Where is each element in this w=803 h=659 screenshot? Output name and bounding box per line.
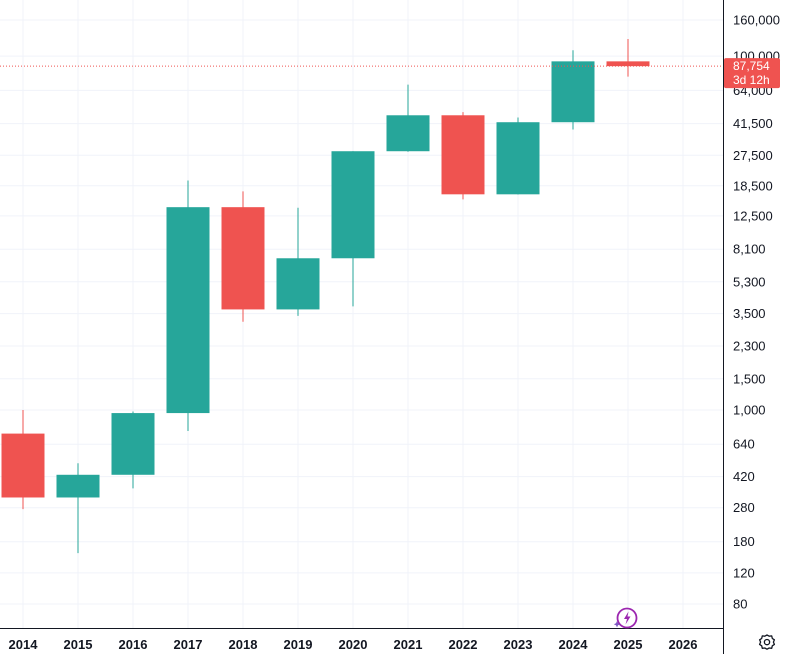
x-tick-label: 2014 xyxy=(9,637,39,652)
y-tick-label: 640 xyxy=(733,437,755,452)
candle-body xyxy=(331,151,375,259)
y-tick-label: 180 xyxy=(733,534,755,549)
axis-layer: 160,000100,00064,00041,50027,50018,50012… xyxy=(0,0,780,654)
last-price-badge xyxy=(724,58,780,89)
candle-2016 xyxy=(111,411,155,489)
x-tick-label: 2024 xyxy=(559,637,589,652)
y-tick-label: 1,000 xyxy=(733,402,766,417)
y-tick-label: 27,500 xyxy=(733,148,773,163)
x-tick-label: 2026 xyxy=(669,637,698,652)
candle-2017 xyxy=(166,180,210,432)
candle-2018 xyxy=(221,191,265,322)
candle-2024 xyxy=(551,50,595,130)
y-tick-label: 8,100 xyxy=(733,242,766,257)
x-tick-label: 2017 xyxy=(174,637,203,652)
bar-close-countdown: 3d 12h xyxy=(733,73,770,87)
y-tick-label: 2,300 xyxy=(733,338,766,353)
x-tick-label: 2023 xyxy=(504,637,533,652)
candle-2014 xyxy=(1,409,45,510)
x-tick-label: 2022 xyxy=(449,637,478,652)
gear-icon xyxy=(758,634,776,650)
candle-2025 xyxy=(606,38,650,77)
y-tick-label: 280 xyxy=(733,500,755,515)
candle-body xyxy=(56,474,100,498)
y-tick-label: 5,300 xyxy=(733,274,766,289)
x-tick-label: 2016 xyxy=(119,637,148,652)
y-tick-label: 1,500 xyxy=(733,371,766,386)
candle-body xyxy=(606,61,650,67)
last-price-value: 87,754 xyxy=(733,59,770,73)
candle-layer xyxy=(1,38,650,554)
candle-body xyxy=(441,115,485,195)
y-tick-label: 160,000 xyxy=(733,13,780,28)
candle-2019 xyxy=(276,207,320,316)
candle-body xyxy=(551,61,595,123)
candle-body xyxy=(276,258,320,310)
candle-body xyxy=(386,115,430,152)
candle-body xyxy=(221,207,265,310)
y-tick-label: 12,500 xyxy=(733,208,773,223)
y-tick-label: 3,500 xyxy=(733,306,766,321)
candle-2015 xyxy=(56,463,100,554)
chart-settings-button[interactable] xyxy=(756,632,778,654)
candle-body xyxy=(496,122,540,195)
candle-2020 xyxy=(331,151,375,307)
x-tick-label: 2025 xyxy=(614,637,643,652)
x-tick-label: 2015 xyxy=(64,637,93,652)
sparkle-lightning-icon xyxy=(613,607,638,629)
ai-assistant-button[interactable] xyxy=(613,606,639,630)
y-tick-label: 18,500 xyxy=(733,178,773,193)
x-tick-label: 2021 xyxy=(394,637,423,652)
candle-2023 xyxy=(496,117,540,195)
y-tick-label: 120 xyxy=(733,565,755,580)
x-tick-label: 2018 xyxy=(229,637,258,652)
candle-2022 xyxy=(441,112,485,200)
y-tick-label: 41,500 xyxy=(733,116,773,131)
y-tick-label: 420 xyxy=(733,469,755,484)
y-tick-label: 80 xyxy=(733,597,747,612)
candle-body xyxy=(1,433,45,498)
x-tick-label: 2020 xyxy=(339,637,368,652)
candle-body xyxy=(166,207,210,414)
candle-2021 xyxy=(386,84,430,152)
candle-body xyxy=(111,413,155,475)
grid-layer xyxy=(0,0,723,628)
x-tick-label: 2019 xyxy=(284,637,313,652)
